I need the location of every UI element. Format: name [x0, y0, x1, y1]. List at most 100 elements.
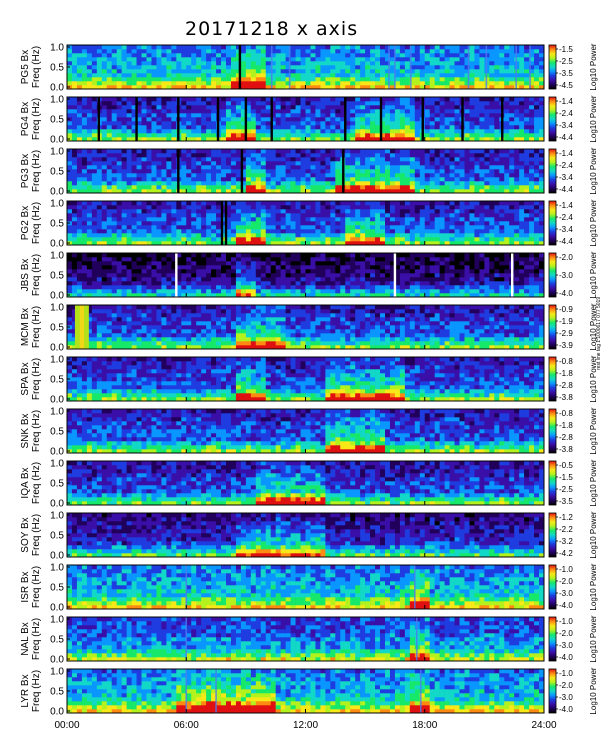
spectrogram-cell	[156, 81, 162, 86]
spectrogram-cell	[449, 181, 455, 186]
spectrogram-cell	[504, 45, 510, 50]
spectrogram-cell	[156, 201, 162, 206]
spectrogram-cell	[201, 213, 207, 218]
spectrogram-cell	[444, 129, 450, 134]
spectrogram-cell	[136, 81, 142, 86]
spectrogram-cell	[131, 169, 137, 174]
spectrogram-cell	[260, 113, 267, 118]
spectrogram-cell	[126, 209, 132, 214]
spectrogram-cell	[91, 81, 98, 86]
spectrogram-cell	[116, 77, 122, 82]
spectrogram-cell	[439, 185, 445, 190]
spectrogram-cell	[81, 265, 88, 270]
spectrogram-cell	[315, 161, 321, 166]
spectrogram-cell	[434, 241, 440, 246]
spectrogram-cell	[265, 69, 272, 74]
spectrogram-cell	[360, 57, 366, 62]
spectrogram-cell	[529, 137, 535, 142]
spectrogram-cell	[226, 117, 232, 122]
spectrogram-cell	[71, 237, 78, 242]
data-gap	[177, 97, 180, 141]
spectrogram-cell	[464, 101, 470, 106]
spectrogram-cell	[196, 153, 202, 158]
spectrogram-cell	[494, 101, 500, 106]
spectrogram-cell	[221, 121, 227, 126]
spectrogram-cell	[335, 205, 341, 210]
spectrogram-cell	[141, 221, 147, 226]
spectrogram-cell	[290, 189, 296, 194]
spectrogram-cell	[464, 189, 470, 194]
spectrogram-cell	[126, 149, 132, 154]
spectrogram-cell	[444, 205, 450, 210]
spectrogram-cell	[275, 129, 281, 134]
spectrogram-cell	[161, 177, 167, 182]
spectrogram-cell	[330, 257, 336, 262]
spectrogram-cell	[91, 277, 98, 282]
spectrogram-cell	[151, 149, 157, 154]
spectrogram-cell	[345, 85, 351, 90]
spectrogram-cell	[121, 185, 127, 190]
spectrogram-cell	[499, 61, 505, 66]
spectrogram-cell	[459, 225, 465, 230]
spectrogram-cell	[389, 121, 396, 126]
spectrogram-cell	[191, 217, 197, 222]
spectrogram-cell	[91, 209, 98, 214]
spectrogram-cell	[315, 157, 321, 162]
spectrogram-cell	[539, 189, 545, 194]
spectrogram-cell	[345, 281, 351, 286]
spectrogram-cell	[429, 125, 435, 130]
spectrogram-cell	[141, 85, 147, 90]
spectrogram-cell	[409, 73, 416, 78]
spectrogram-cell	[216, 49, 222, 54]
spectrogram-cell	[250, 65, 257, 70]
spectrogram-cell	[186, 129, 192, 134]
spectrogram-cell	[409, 137, 416, 142]
spectrogram-cell	[206, 153, 212, 158]
spectrogram-cell	[171, 61, 177, 66]
spectrogram-cell	[509, 73, 515, 78]
spectrogram-cell	[206, 57, 212, 62]
spectrogram-cell	[191, 177, 197, 182]
spectrogram-cell	[201, 113, 207, 118]
data-gap	[379, 97, 383, 141]
spectrogram-cell	[305, 153, 311, 158]
spectrogram-cell	[409, 121, 416, 126]
spectrogram-cell	[444, 77, 450, 82]
spectrogram-cell	[111, 217, 117, 222]
spectrogram-cell	[166, 257, 172, 262]
spectrogram-cell	[534, 169, 540, 174]
spectrogram-cell	[186, 157, 192, 162]
spectrogram-cell	[394, 61, 401, 66]
spectrogram-cell	[141, 165, 147, 170]
spectrogram-cell	[539, 53, 545, 58]
spectrogram-cell	[151, 117, 157, 122]
spectrogram-cell	[121, 233, 127, 238]
spectrogram-cell	[181, 61, 187, 66]
spectrogram-cell	[111, 161, 117, 166]
spectrogram-cell	[121, 117, 127, 122]
spectrogram-cell	[474, 77, 480, 82]
spectrogram-cell	[389, 105, 396, 110]
spectrogram-cell	[399, 161, 406, 166]
spectrogram-cell	[280, 165, 286, 170]
spectrogram-cell	[380, 237, 386, 242]
spectrogram-cell	[121, 45, 127, 50]
spectrogram-cell	[206, 81, 212, 86]
data-gap	[244, 97, 248, 141]
spectrogram-cell	[409, 241, 416, 246]
spectrogram-cell	[335, 225, 341, 230]
spectrogram-cell	[171, 265, 177, 270]
spectrogram-cell	[126, 165, 132, 170]
spectrogram-cell	[385, 69, 391, 74]
spectrogram-cell	[131, 289, 137, 294]
spectrogram-cell	[141, 189, 147, 194]
spectrogram-cell	[325, 277, 331, 282]
spectrogram-cell	[285, 209, 291, 214]
spectrogram-cell	[216, 161, 222, 166]
spectrogram-cell	[275, 153, 281, 158]
spectrogram-cell	[191, 65, 197, 70]
spectrogram-cell	[459, 237, 465, 242]
spectrogram-cell	[221, 81, 227, 86]
spectrogram-cell	[136, 277, 142, 282]
spectrogram-cell	[280, 113, 286, 118]
